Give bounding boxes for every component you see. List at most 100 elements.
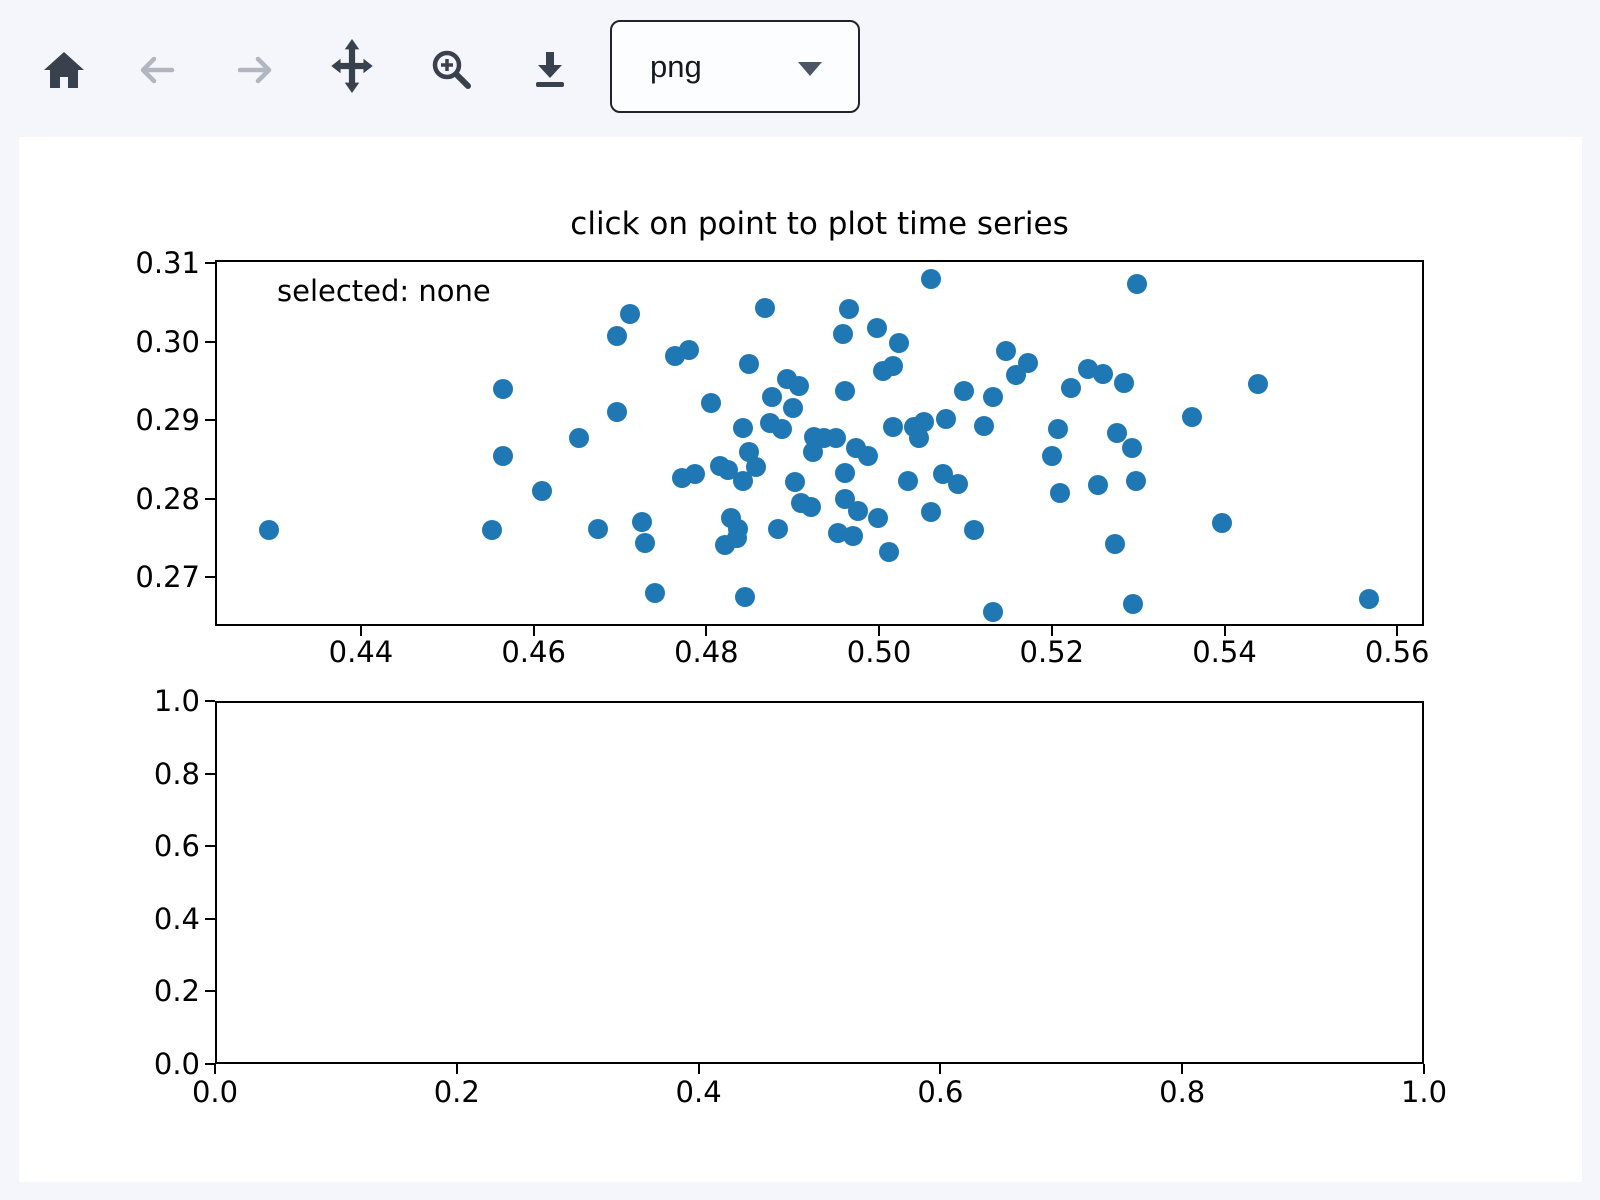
scatter-point[interactable] <box>838 298 859 319</box>
scatter-point[interactable] <box>1047 418 1068 439</box>
y-tick-mark <box>205 419 215 422</box>
scatter-point[interactable] <box>973 415 994 436</box>
scatter-point[interactable] <box>632 512 653 533</box>
scatter-point[interactable] <box>857 445 878 466</box>
scatter-point[interactable] <box>867 317 888 338</box>
scatter-point[interactable] <box>258 520 279 541</box>
scatter-point[interactable] <box>1041 446 1062 467</box>
magnifier-plus-icon <box>426 46 478 94</box>
scatter-point[interactable] <box>482 520 503 541</box>
scatter-point[interactable] <box>835 381 856 402</box>
scatter-point[interactable] <box>964 520 985 541</box>
scatter-point[interactable] <box>843 525 864 546</box>
x-tick-label: 0.2 <box>433 1075 480 1109</box>
timeseries-axes[interactable] <box>215 701 1424 1064</box>
scatter-point[interactable] <box>1087 475 1108 496</box>
scatter-point[interactable] <box>732 470 753 491</box>
forward-button[interactable] <box>228 42 280 98</box>
scatter-point[interactable] <box>1127 274 1148 295</box>
scatter-point[interactable] <box>762 387 782 408</box>
x-tick-mark <box>1050 626 1053 636</box>
scatter-point[interactable] <box>607 402 628 423</box>
scatter-point[interactable] <box>913 411 934 432</box>
scatter-axes[interactable] <box>215 260 1424 626</box>
scatter-point[interactable] <box>772 418 793 439</box>
format-select[interactable]: png <box>610 20 860 113</box>
scatter-point[interactable] <box>717 460 738 481</box>
scatter-point[interactable] <box>888 333 909 354</box>
scatter-point[interactable] <box>727 528 748 549</box>
scatter-point[interactable] <box>1125 471 1146 492</box>
y-tick-label: 0.8 <box>153 756 200 791</box>
scatter-point[interactable] <box>493 446 514 467</box>
scatter-point[interactable] <box>803 442 824 463</box>
x-tick-mark <box>1223 626 1226 636</box>
scatter-point[interactable] <box>1181 407 1202 428</box>
scatter-point[interactable] <box>932 463 953 484</box>
scatter-point[interactable] <box>920 502 941 523</box>
scatter-point[interactable] <box>700 392 721 413</box>
scatter-point[interactable] <box>1211 513 1232 534</box>
scatter-point[interactable] <box>672 467 693 488</box>
scatter-point[interactable] <box>868 508 889 529</box>
home-button[interactable] <box>38 42 90 98</box>
scatter-point[interactable] <box>897 470 918 491</box>
scatter-point[interactable] <box>1122 594 1143 614</box>
scatter-point[interactable] <box>835 462 856 483</box>
arrow-right-icon <box>228 46 280 94</box>
scatter-point[interactable] <box>953 381 974 402</box>
scatter-point[interactable] <box>1005 365 1026 386</box>
scatter-point[interactable] <box>1114 372 1135 393</box>
scatter-point[interactable] <box>1358 589 1379 610</box>
scatter-point[interactable] <box>587 518 608 539</box>
scatter-point[interactable] <box>782 397 803 418</box>
scatter-point[interactable] <box>607 326 628 347</box>
scatter-point[interactable] <box>755 297 776 318</box>
scatter-point[interactable] <box>882 417 903 438</box>
download-button[interactable] <box>524 42 576 98</box>
scatter-point[interactable] <box>1104 533 1125 554</box>
scatter-point[interactable] <box>848 500 869 521</box>
scatter-point[interactable] <box>532 480 553 501</box>
scatter-point[interactable] <box>788 376 809 397</box>
figure-canvas[interactable] <box>19 137 1582 1182</box>
y-tick-label: 0.30 <box>135 324 200 359</box>
zoom-to-rect-button[interactable] <box>426 42 478 98</box>
scatter-point[interactable] <box>645 583 666 603</box>
scatter-point[interactable] <box>983 387 1004 408</box>
scatter-point[interactable] <box>920 268 941 289</box>
scatter-point[interactable] <box>493 378 514 399</box>
scatter-point[interactable] <box>768 518 789 539</box>
selected-annotation: selected: none <box>277 274 491 308</box>
scatter-point[interactable] <box>735 586 756 607</box>
chevron-down-icon <box>798 62 822 76</box>
scatter-point[interactable] <box>1248 374 1269 395</box>
scatter-point[interactable] <box>827 523 848 544</box>
scatter-point[interactable] <box>1092 363 1113 384</box>
pan-button[interactable] <box>326 38 378 94</box>
scatter-point[interactable] <box>908 428 929 449</box>
scatter-point[interactable] <box>947 473 968 494</box>
scatter-point[interactable] <box>1050 483 1071 504</box>
scatter-point[interactable] <box>1060 378 1081 399</box>
scatter-point[interactable] <box>732 418 753 439</box>
scatter-point[interactable] <box>983 601 1004 622</box>
back-button[interactable] <box>132 42 184 98</box>
scatter-point[interactable] <box>800 497 821 518</box>
scatter-point[interactable] <box>745 457 766 478</box>
scatter-point[interactable] <box>878 542 899 563</box>
scatter-point[interactable] <box>620 304 641 325</box>
scatter-point[interactable] <box>635 532 656 553</box>
scatter-point[interactable] <box>785 472 806 493</box>
scatter-point[interactable] <box>738 353 759 374</box>
scatter-point[interactable] <box>679 339 700 360</box>
scatter-point[interactable] <box>882 356 903 377</box>
scatter-point[interactable] <box>1107 422 1128 443</box>
scatter-point[interactable] <box>825 427 846 448</box>
scatter-point[interactable] <box>568 427 589 448</box>
scatter-point[interactable] <box>996 341 1017 362</box>
scatter-point[interactable] <box>935 408 956 429</box>
scatter-point[interactable] <box>832 323 853 344</box>
plot-title: click on point to plot time series <box>570 206 1069 242</box>
scatter-point[interactable] <box>1122 438 1143 459</box>
